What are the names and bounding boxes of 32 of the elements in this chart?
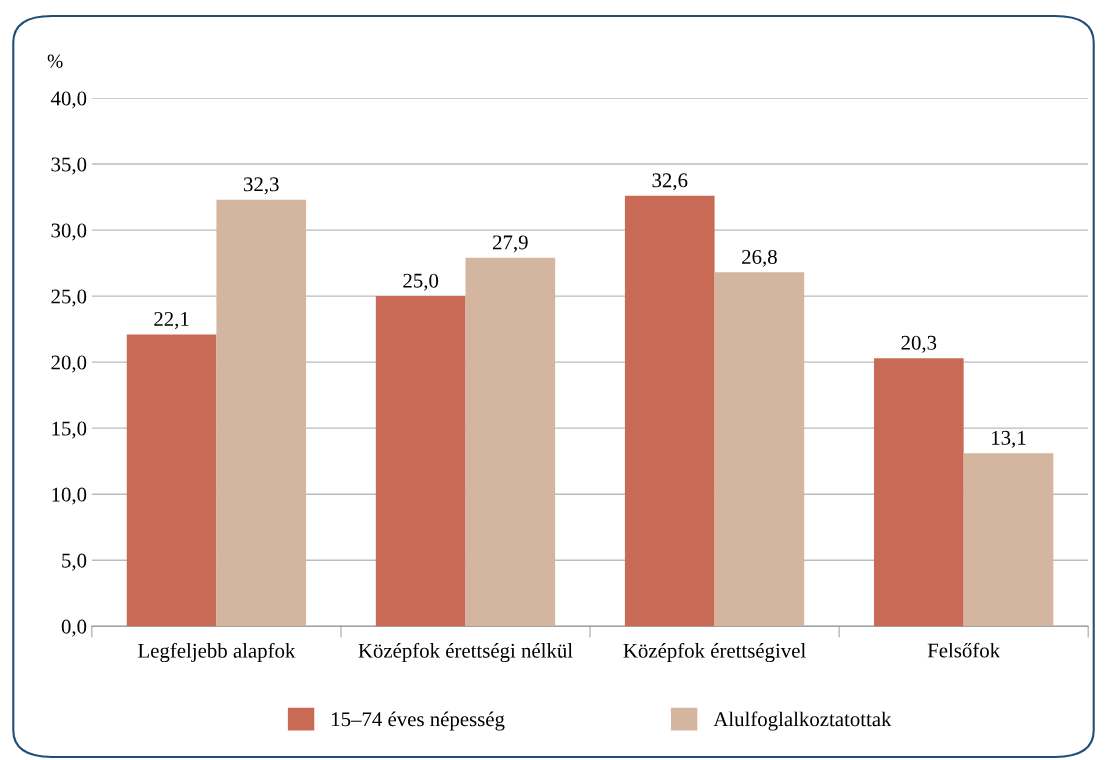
bar <box>624 195 715 627</box>
bar <box>963 453 1054 627</box>
y-tick-label: 5,0 <box>62 553 87 571</box>
y-tick-label: 30,0 <box>51 223 87 241</box>
y-tick-label: 35,0 <box>51 157 87 175</box>
x-tick-label: Legfeljebb alapfok <box>138 642 296 663</box>
x-tick-label: Középfok érettségivel <box>623 642 806 663</box>
data-label: 26,8 <box>742 249 777 267</box>
x-tick-label: Felsőfok <box>927 642 1001 658</box>
data-label: 27,9 <box>493 235 528 253</box>
bar <box>216 199 307 627</box>
legend-label: 15–74 éves népesség <box>332 711 505 731</box>
bar <box>714 272 805 627</box>
bar <box>126 334 217 627</box>
y-tick-label: 10,0 <box>52 487 87 505</box>
legend-label: Alulfoglalkoztatottak <box>713 711 892 731</box>
y-tick-label: 20,0 <box>51 355 87 373</box>
bar <box>873 358 964 627</box>
x-tick-label: Középfok érettségi nélkül <box>358 642 573 663</box>
data-label: 13,1 <box>992 430 1026 448</box>
data-label: 22,1 <box>154 312 189 330</box>
bar <box>375 296 466 627</box>
y-axis-title: % <box>47 54 63 68</box>
data-label: 32,3 <box>244 177 279 195</box>
data-label: 32,6 <box>652 173 688 191</box>
data-label: 20,3 <box>901 335 937 353</box>
bar <box>465 257 556 627</box>
y-tick-label: 15,0 <box>52 421 87 439</box>
y-tick-label: 40,0 <box>50 91 87 109</box>
y-tick-label: 25,0 <box>51 289 87 307</box>
y-tick-label: 0,0 <box>61 619 87 637</box>
data-label: 25,0 <box>403 273 439 291</box>
